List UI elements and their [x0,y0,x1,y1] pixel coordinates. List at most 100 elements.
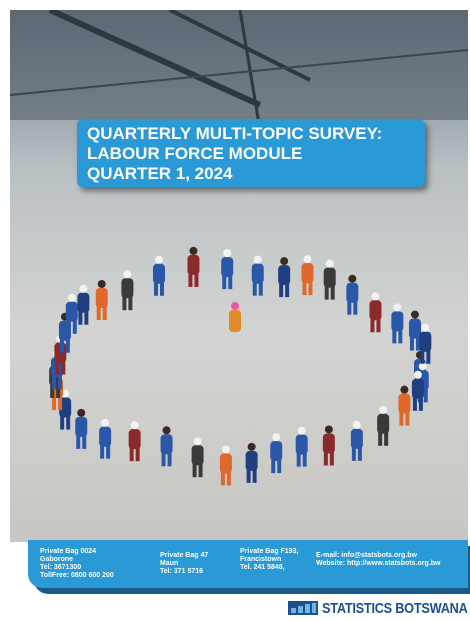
worker [353,301,357,315]
worker [82,435,86,449]
worker [168,452,172,466]
worker [122,296,126,310]
worker [413,397,417,411]
worker [405,412,409,426]
worker [399,412,403,426]
worker [129,429,141,449]
logo-bar [312,603,316,613]
worker [277,459,281,473]
worker [419,397,423,411]
online-label: E-mail: [316,552,339,559]
logo-bar [305,604,310,613]
worker [222,275,226,289]
contact-gaborone: Private Bag 0024 Gaborone Tel: 3671300 T… [40,548,114,580]
worker [324,451,328,465]
online-label: Website: [316,560,345,567]
contact-line: Francistown [240,556,298,564]
worker [101,419,109,427]
worker [106,445,110,459]
worker [68,294,76,302]
worker [193,463,197,477]
worker [426,350,430,364]
worker [253,282,257,296]
worker [352,447,356,461]
worker [189,247,197,255]
worker [58,375,62,389]
contact-line: TollFree: 0800 600 200 [40,572,114,580]
page: QUARTERLY MULTI-TOPIC SURVEY: LABOUR FOR… [0,0,470,621]
worker [298,427,306,435]
online-line: Website: http://www.statsbots.org.bw [316,560,440,568]
online-line: E-mail: info@statsbots.org.bw [316,552,440,560]
worker [326,260,334,268]
worker [163,426,171,434]
worker [272,433,280,441]
worker [229,310,241,332]
worker [136,447,140,461]
worker [371,292,379,300]
worker [222,445,230,453]
contact-line: Private Bag 47 [160,552,208,560]
worker [410,337,414,351]
worker [351,429,363,449]
logo-icon [288,599,318,617]
worker [79,285,87,293]
worker [227,471,231,485]
worker [379,406,387,414]
worker [419,332,431,352]
worker [323,433,335,453]
worker [220,453,232,473]
online-value[interactable]: http://www.statsbots.org.bw [347,560,440,567]
worker [103,306,107,320]
title-line: LABOUR FORCE MODULE [87,144,415,164]
online-value[interactable]: info@statsbots.org.bw [341,552,417,559]
worker [161,434,173,454]
worker [331,286,335,300]
footer: Private Bag 0024 Gaborone Tel: 3671300 T… [28,540,468,588]
cover-photo [10,10,468,542]
worker [155,256,163,264]
worker [162,452,166,466]
worker [280,257,288,265]
worker [302,281,306,295]
worker [154,282,158,296]
worker [285,283,289,297]
worker [60,339,64,353]
worker [223,249,231,257]
worker [61,361,65,375]
worker [414,371,422,379]
worker [199,463,203,477]
worker [247,469,251,483]
worker [279,283,283,297]
worker [358,447,362,461]
worker [270,441,282,461]
contact-line: Tel: 371 5716 [160,568,208,576]
worker [308,281,312,295]
worker [369,300,381,320]
worker [121,278,133,298]
title-line: QUARTERLY MULTI-TOPIC SURVEY: [87,124,415,144]
contact-line: Gaborone [40,556,114,564]
contact-line: Maun [160,560,208,568]
worker [303,255,311,263]
worker [252,264,264,284]
logo-bar [291,608,296,613]
worker [66,416,70,430]
worker [384,432,388,446]
title-box: QUARTERLY MULTI-TOPIC SURVEY: LABOUR FOR… [77,119,425,187]
worker [393,303,401,311]
worker [188,273,192,287]
worker [96,288,108,308]
worker [392,329,396,343]
worker [325,425,333,433]
worker [99,427,111,447]
worker [58,396,62,410]
contact-francistown: Private Bag F193, Francistown Tel. 241 5… [240,548,298,572]
title-line: QUARTER 1, 2024 [87,164,415,184]
worker [353,421,361,429]
logo-text: STATISTICS BOTSWANA [322,600,468,617]
contact-line: Tel. 241 5848, [240,564,298,572]
worker [73,320,77,334]
worker [259,282,263,296]
worker [409,319,421,339]
